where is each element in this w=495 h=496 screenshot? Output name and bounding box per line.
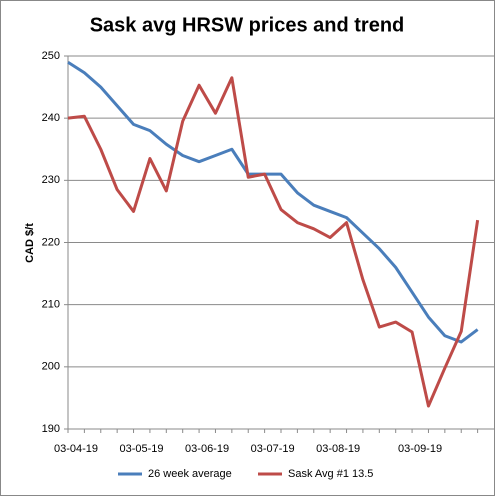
series-line — [67, 76, 480, 408]
y-tick-label: 250 — [42, 50, 60, 62]
x-tick-label: 03-09-19 — [398, 443, 442, 455]
x-tick-label: 03-07-19 — [251, 443, 295, 455]
x-tick-label: 03-06-19 — [185, 443, 229, 455]
y-tick-label: 200 — [42, 361, 60, 373]
series-line — [67, 60, 479, 344]
legend-label: Sask Avg #1 13.5 — [288, 468, 373, 480]
x-tick-label: 03-08-19 — [316, 443, 360, 455]
y-axis-title: CAD $/t — [24, 223, 36, 263]
legend-label: 26 week average — [148, 468, 232, 480]
chart-title: Sask avg HRSW prices and trend — [90, 14, 405, 36]
y-tick-label: 240 — [42, 112, 60, 124]
y-tick-label: 210 — [42, 299, 60, 311]
y-tick-label: 230 — [42, 174, 60, 186]
x-tick-label: 03-04-19 — [54, 443, 98, 455]
y-tick-label: 190 — [42, 423, 60, 435]
x-tick-label: 03-05-19 — [120, 443, 164, 455]
y-tick-label: 220 — [42, 236, 60, 248]
